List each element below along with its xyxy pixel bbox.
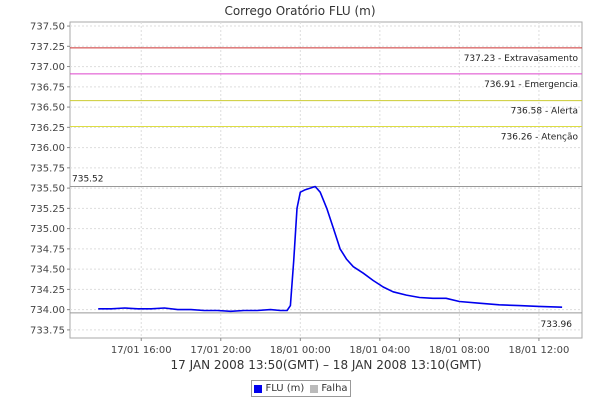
plot-area <box>69 21 583 339</box>
x-tick-label: 18/01 00:00 <box>270 345 331 356</box>
thresholds: 737.23 - Extravasamento 736.91 - Emergenc… <box>70 47 582 330</box>
y-axis: 733.75 734.00 734.25 734.50 734.75 735.00 735.… <box>30 22 70 336</box>
legend-label: Falha <box>321 383 348 394</box>
legend-swatch-gray-icon <box>310 384 319 393</box>
threshold-label: 736.58 - Alerta <box>511 107 578 117</box>
y-tick-label: 736.75 <box>30 82 65 93</box>
y-tick-label: 735.75 <box>30 163 65 174</box>
y-tick-label: 736.25 <box>30 123 65 134</box>
series-line <box>98 185 563 313</box>
y-tick-label: 734.50 <box>30 265 65 276</box>
y-tick-label: 734.75 <box>30 244 65 255</box>
y-tick-label: 735.25 <box>30 204 65 215</box>
marker-label: 735.52 <box>72 174 104 184</box>
y-tick-label: 736.00 <box>30 143 65 154</box>
y-tick-label: 734.00 <box>30 305 65 316</box>
legend-label: FLU (m) <box>265 383 305 394</box>
x-tick-label: 18/01 12:00 <box>509 345 570 356</box>
legend-item: FLU (m) <box>254 383 304 394</box>
x-axis-label: 17 JAN 2008 13:50(GMT) – 18 JAN 2008 13:… <box>170 358 481 372</box>
threshold-label: 737.23 - Extravasamento <box>464 54 579 64</box>
series <box>98 185 563 313</box>
x-axis: 17/01 16:00 17/01 20:00 18/01 00:00 18/01 0… <box>111 338 569 356</box>
y-tick-label: 737.50 <box>30 22 65 33</box>
y-tick-label: 736.50 <box>30 103 65 114</box>
threshold-label: 736.91 - Emergencia <box>484 80 578 90</box>
chart-title: Corrego Oratório FLU (m) <box>224 4 375 18</box>
y-tick-label: 735.50 <box>30 184 65 195</box>
y-tick-label: 734.25 <box>30 285 65 296</box>
x-tick-label: 17/01 16:00 <box>111 345 172 356</box>
y-tick-label: 733.75 <box>30 325 65 336</box>
threshold-label: 736.26 - Atenção <box>501 133 579 143</box>
x-tick-label: 18/01 08:00 <box>429 345 490 356</box>
y-tick-label: 735.00 <box>30 224 65 235</box>
y-tick-label: 737.00 <box>30 62 65 73</box>
legend-item: Falha <box>310 383 348 394</box>
legend-swatch-blue-icon <box>254 384 263 393</box>
marker-label: 733.96 <box>541 320 573 330</box>
x-tick-label: 17/01 20:00 <box>190 345 251 356</box>
x-tick-label: 18/01 04:00 <box>349 345 410 356</box>
legend: FLU (m) Falha <box>251 380 351 397</box>
y-tick-label: 737.25 <box>30 42 65 53</box>
